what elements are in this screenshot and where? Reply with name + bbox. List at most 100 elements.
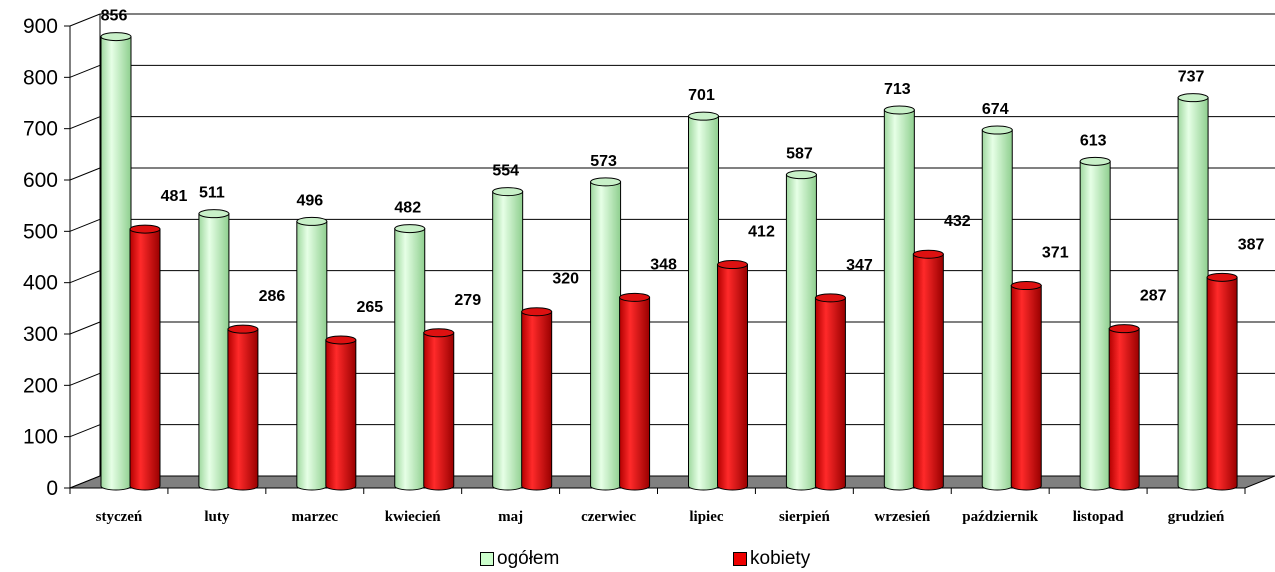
bar-kobiety-body [717, 264, 748, 491]
y-tick-label: 900 [23, 15, 58, 38]
bar-ogolem-body [883, 109, 915, 491]
bar-ogolem-body [198, 213, 230, 491]
data-label-ogolem: 613 [1080, 132, 1107, 149]
bar-ogolem [590, 177, 622, 491]
y-tick-label: 800 [23, 66, 58, 89]
bar-ogolem-top [1177, 93, 1209, 103]
bar-ogolem [394, 224, 426, 491]
bar-ogolem-top [296, 216, 328, 226]
bar-kobiety [619, 292, 651, 491]
gridline-connector [69, 321, 101, 335]
y-tick-label: 300 [23, 323, 58, 346]
x-tick-label: październik [962, 509, 1038, 525]
bar-kobiety-top [717, 260, 748, 270]
bar-kobiety [521, 307, 553, 491]
data-label-kobiety: 432 [944, 213, 971, 230]
gridline-connector [69, 270, 101, 284]
bar-ogolem [785, 170, 817, 491]
y-tick-label: 700 [23, 118, 58, 141]
legend: ogółem kobiety [0, 548, 1275, 572]
bar-ogolem-body [590, 181, 622, 491]
data-label-ogolem: 496 [296, 192, 323, 209]
data-label-ogolem: 554 [492, 163, 519, 180]
x-tick-label: marzec [291, 509, 338, 525]
bar-kobiety-body [227, 328, 259, 491]
data-label-kobiety: 265 [356, 299, 383, 316]
bar-kobiety-top [423, 328, 455, 338]
bar-kobiety-top [1010, 281, 1042, 291]
bar-ogolem-top [394, 224, 426, 234]
bar-kobiety-top [129, 224, 161, 234]
data-label-kobiety: 287 [1140, 288, 1167, 305]
x-tick-label: styczeń [96, 509, 143, 525]
data-label-kobiety: 347 [846, 257, 873, 274]
legend-item-ogolem: ogółem [480, 548, 559, 570]
x-tick-label: listopad [1073, 509, 1125, 525]
bar-ogolem-body [1079, 160, 1111, 491]
data-label-ogolem: 674 [982, 101, 1009, 118]
data-label-kobiety: 371 [1042, 245, 1069, 262]
bar-kobiety [129, 224, 161, 491]
bar-ogolem-body [1177, 97, 1209, 491]
data-label-kobiety: 320 [552, 271, 579, 288]
bar-kobiety-body [423, 332, 455, 491]
legend-swatch-kobiety [733, 552, 747, 566]
data-label-kobiety: 387 [1238, 236, 1265, 253]
data-label-ogolem: 713 [884, 81, 911, 98]
bar-ogolem-top [198, 209, 230, 219]
x-tick-label: luty [204, 509, 230, 525]
bar-ogolem [1177, 93, 1209, 491]
data-label-ogolem: 587 [786, 146, 813, 163]
bar-ogolem [1079, 156, 1111, 491]
bar-ogolem-body [296, 220, 328, 491]
x-tick-label: maj [498, 509, 523, 525]
data-label-kobiety: 286 [259, 288, 286, 305]
bar-kobiety [325, 335, 357, 491]
bar-kobiety [717, 260, 748, 491]
gridline-connector [69, 372, 101, 386]
legend-swatch-ogolem [480, 552, 494, 566]
y-tick-label: 200 [23, 374, 58, 397]
gridline-connector [69, 167, 101, 181]
bar-ogolem [100, 32, 132, 491]
bar-ogolem-body [981, 129, 1013, 491]
bar-ogolem-top [590, 177, 622, 187]
gridline-connector [69, 13, 101, 27]
data-label-ogolem: 511 [199, 185, 225, 202]
gridline-connector [69, 116, 101, 130]
gridline-connector [69, 218, 101, 232]
bar-kobiety-body [129, 228, 161, 491]
axes: 0 100 200 300 400 500 600 700 800 900 styczeń luty m… [23, 14, 1275, 525]
x-tick-label: czerwiec [581, 509, 636, 525]
gridline-connector [69, 64, 101, 78]
bar-ogolem-top [785, 170, 817, 180]
bar-ogolem-top [100, 32, 132, 42]
bar-ogolem [981, 125, 1013, 491]
data-label-kobiety: 481 [161, 188, 188, 205]
chart-svg: 0 100 200 300 400 500 600 700 800 900 styczeń luty m… [23, 8, 1275, 525]
bar-ogolem-top [688, 111, 719, 121]
bar-kobiety [1010, 281, 1042, 491]
data-label-kobiety: 279 [454, 292, 481, 309]
bar-ogolem-top [883, 105, 915, 115]
bar-kobiety-body [1010, 285, 1042, 491]
bar-kobiety-body [814, 297, 846, 491]
bar-kobiety-body [619, 296, 651, 491]
bar-kobiety-top [227, 324, 259, 334]
bar-ogolem [688, 111, 719, 491]
bar-kobiety-body [912, 253, 944, 491]
bar-kobiety-top [1206, 272, 1238, 282]
bar-kobiety [227, 324, 259, 491]
legend-label-kobiety: kobiety [750, 548, 811, 569]
legend-item-kobiety: kobiety [733, 548, 810, 570]
x-tick-label: sierpień [779, 509, 830, 525]
bar-ogolem-top [981, 125, 1013, 135]
bar-kobiety-top [814, 293, 846, 303]
bar-kobiety [912, 249, 944, 491]
bar-kobiety [1206, 272, 1238, 491]
bar-kobiety [423, 328, 455, 491]
bar-ogolem-body [100, 36, 132, 491]
bar-kobiety-body [521, 311, 553, 491]
bar-ogolem [883, 105, 915, 491]
